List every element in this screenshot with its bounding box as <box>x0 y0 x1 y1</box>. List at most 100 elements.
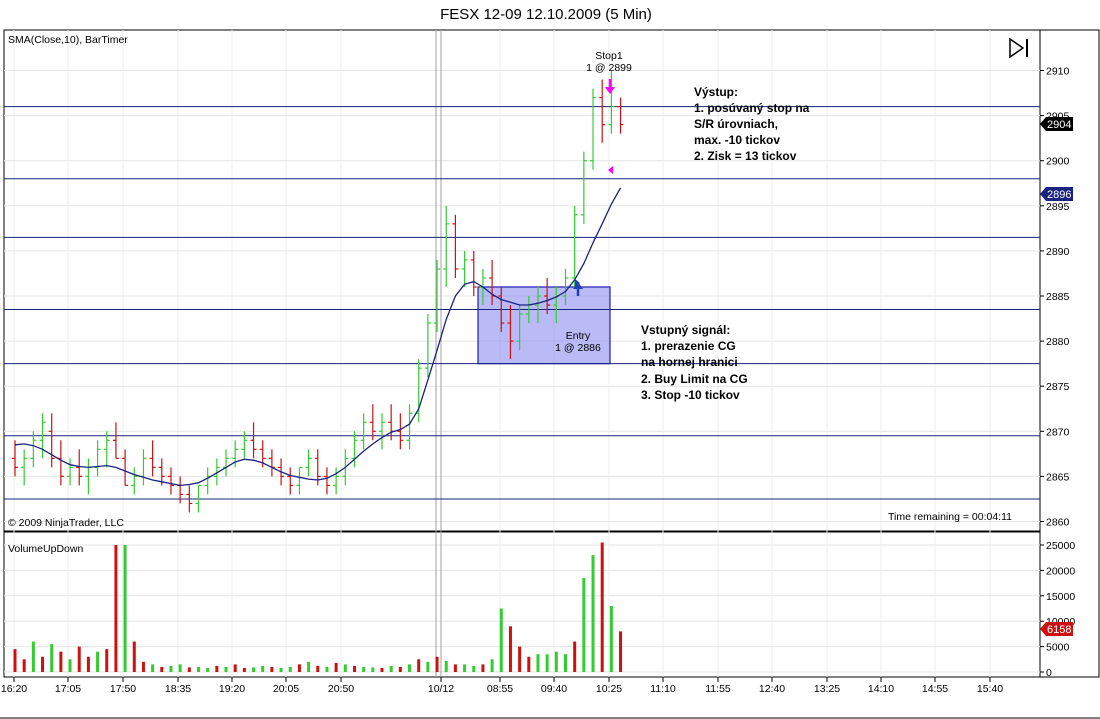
y-axis-layer: 2860286528702875288028852890289529002905… <box>1040 66 1075 679</box>
price-bar <box>379 413 385 450</box>
price-bar <box>232 440 239 468</box>
price-bar <box>76 449 83 486</box>
marker-price-tag-text: 2896 <box>1047 189 1071 201</box>
time-tick-label: 18:35 <box>165 683 191 695</box>
time-tick-label: 10/12 <box>428 683 454 695</box>
price-bar <box>112 422 119 459</box>
price-tick-label: 2895 <box>1046 201 1070 213</box>
time-tick-label: 17:50 <box>110 683 136 695</box>
price-bar <box>498 286 505 333</box>
entry-note-line-3: na hornej hranici <box>641 355 738 369</box>
price-bar <box>305 449 312 477</box>
time-tick-label: 20:05 <box>273 683 299 695</box>
price-bar <box>333 467 340 495</box>
price-bar <box>158 458 165 486</box>
price-tick-label: 2900 <box>1046 156 1070 168</box>
volume-panel <box>3 531 1041 678</box>
volume-tick-label: 25000 <box>1046 540 1075 552</box>
price-bar <box>360 413 367 450</box>
time-tick-label: 15:40 <box>977 683 1003 695</box>
entry-detail: 1 @ 2886 <box>555 342 601 354</box>
price-bar <box>67 458 74 486</box>
time-tick-label: 12:40 <box>759 683 785 695</box>
price-bar <box>323 467 330 495</box>
price-bar <box>30 431 37 468</box>
entry-note-line-2: 1. prerazenie CG <box>641 339 736 353</box>
price-bar <box>544 277 551 315</box>
price-tick-label: 2885 <box>1046 291 1070 303</box>
exit-note-line-1: Výstup: <box>694 85 738 99</box>
price-bar <box>296 466 303 495</box>
time-tick-label: 11:10 <box>650 683 676 695</box>
price-bar <box>443 205 450 287</box>
price-bar <box>39 413 46 459</box>
price-tick-label: 2860 <box>1046 517 1070 529</box>
price-bar <box>369 404 376 441</box>
price-bar <box>21 449 28 486</box>
exit-note-line-4: max. -10 tickov <box>694 133 780 147</box>
price-bar <box>149 440 156 477</box>
price-bar <box>580 151 587 224</box>
price-bar <box>213 458 220 486</box>
marker-price-tag: 2896 <box>1040 187 1073 201</box>
time-tick-label: 17:05 <box>55 683 81 695</box>
price-bar <box>534 286 541 324</box>
entry-note: Vstupný signál: 1. prerazenie CG na horn… <box>641 323 748 402</box>
price-bar <box>241 431 248 459</box>
time-tick-label: 16:20 <box>1 683 27 695</box>
price-bar <box>571 205 578 287</box>
price-bar <box>562 268 569 306</box>
price-tick-label: 2870 <box>1046 426 1070 438</box>
volume-panel-label: VolumeUpDown <box>8 543 83 555</box>
price-bar <box>617 97 624 134</box>
skip-forward-icon[interactable] <box>1006 36 1032 62</box>
price-bar <box>351 431 358 468</box>
price-tick-label: 2890 <box>1046 246 1070 258</box>
time-tick-label: 10:25 <box>596 683 622 695</box>
time-tick-label: 19:20 <box>219 683 245 695</box>
sma-line <box>14 187 622 487</box>
entry-marker <box>573 279 583 296</box>
stop-title: Stop1 <box>595 50 623 62</box>
exit-note-line-2: 1. posúvaný stop na <box>694 101 810 115</box>
entry-title: Entry <box>566 330 591 342</box>
last-price-tag: 2904 <box>1040 117 1073 131</box>
price-tick-label: 2875 <box>1046 381 1070 393</box>
price-bar <box>452 214 459 278</box>
price-tick-label: 2910 <box>1046 66 1070 78</box>
time-tick-label: 08:55 <box>487 683 513 695</box>
last-volume-tag-text: 6158 <box>1047 624 1071 636</box>
entry-note-line-5: 3. Stop -10 tickov <box>641 388 740 402</box>
chart-title: FESX 12-09 12.10.2009 (5 Min) <box>440 6 652 23</box>
stop-detail: 1 @ 2899 <box>586 62 632 74</box>
entry-zone-box <box>477 286 611 365</box>
price-bar <box>48 413 55 468</box>
price-bar <box>103 431 110 468</box>
price-bar <box>131 467 138 495</box>
price-bar <box>516 305 523 351</box>
price-bar <box>287 467 294 495</box>
price-bar <box>250 422 257 459</box>
time-tick-label: 20:50 <box>328 683 354 695</box>
time-tick-label: 14:10 <box>868 683 894 695</box>
price-bar <box>507 305 514 360</box>
price-panel <box>3 29 1041 532</box>
exit-note-line-3: S/R úrovniach, <box>694 117 778 131</box>
time-tick-label: 09:40 <box>541 683 567 695</box>
price-bar <box>590 88 597 170</box>
price-bar <box>434 259 441 333</box>
entry-note-line-1: Vstupný signál: <box>641 323 730 337</box>
time-tick-label: 11:55 <box>705 683 731 695</box>
time-tick-label: 14:55 <box>922 683 948 695</box>
sr-levels-layer <box>4 106 1040 500</box>
price-bar <box>608 70 615 134</box>
last-volume-tag: 6158 <box>1040 622 1073 636</box>
time-tick-label: 13:25 <box>814 683 840 695</box>
entry-note-line-4: 2. Buy Limit na CG <box>641 372 748 386</box>
price-tick-label: 2865 <box>1046 471 1070 483</box>
volume-bars-layer <box>13 542 623 672</box>
price-bar <box>186 485 193 513</box>
time-remaining-label: Time remaining = 00:04:11 <box>888 511 1012 523</box>
price-bar <box>195 484 202 513</box>
